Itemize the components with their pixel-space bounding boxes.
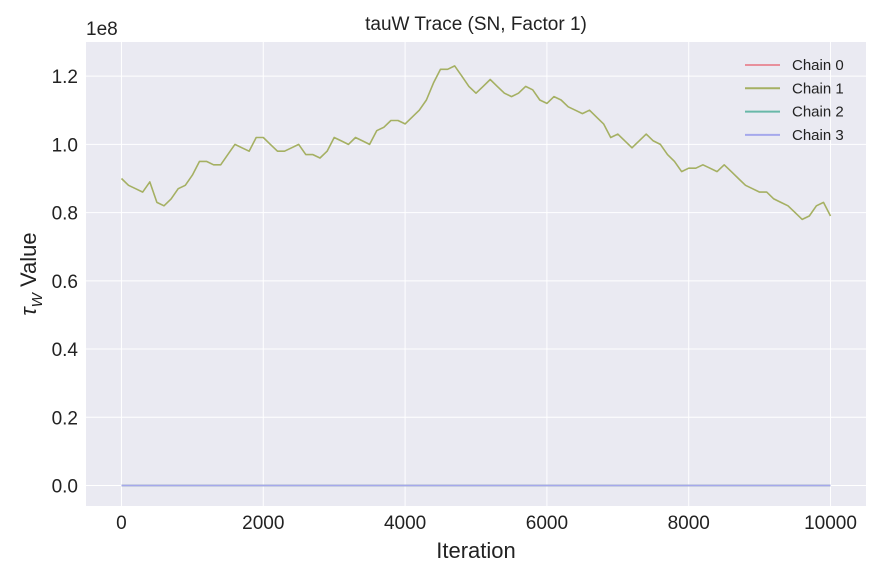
legend-label-chain-1: Chain 1 <box>792 80 844 97</box>
x-tick-label: 6000 <box>526 513 568 534</box>
y-axis-label-subscript: W <box>29 291 46 307</box>
y-tick-label: 0.2 <box>52 408 78 429</box>
chart-title: tauW Trace (SN, Factor 1) <box>365 14 587 35</box>
plot-area <box>86 42 866 506</box>
y-tick-label: 1.2 <box>52 67 78 88</box>
legend-label-chain-0: Chain 0 <box>792 57 844 74</box>
series-line-chain-1 <box>120 65 832 221</box>
y-tick-label: 0.4 <box>52 340 79 361</box>
x-axis-label: Iteration <box>436 538 516 563</box>
y-axis-label: τW Value <box>16 232 46 315</box>
y-tick-label: 0.8 <box>52 204 78 225</box>
legend-label-chain-2: Chain 2 <box>792 104 844 121</box>
y-axis-label-suffix: Value <box>16 232 41 293</box>
y-scale-label: 1e8 <box>86 19 118 40</box>
y-tick-label: 1.0 <box>52 135 78 156</box>
x-tick-label: 8000 <box>668 513 710 534</box>
x-tick-label: 4000 <box>384 513 426 534</box>
x-tick-label: 0 <box>116 513 127 534</box>
series-lines <box>120 65 832 487</box>
axis-ticks: 0 2000 4000 6000 8000 10000 0.0 0.2 0.4 0.6 0.8 1.0… <box>52 67 857 534</box>
x-tick-label: 2000 <box>242 513 284 534</box>
y-axis-label-symbol: τ <box>16 306 41 316</box>
legend: Chain 0 Chain 1 Chain 2 Chain 3 <box>745 57 844 144</box>
y-tick-label: 0.0 <box>52 477 78 498</box>
y-tick-label: 0.6 <box>52 272 78 293</box>
legend-label-chain-3: Chain 3 <box>792 127 844 144</box>
x-tick-label: 10000 <box>804 513 857 534</box>
